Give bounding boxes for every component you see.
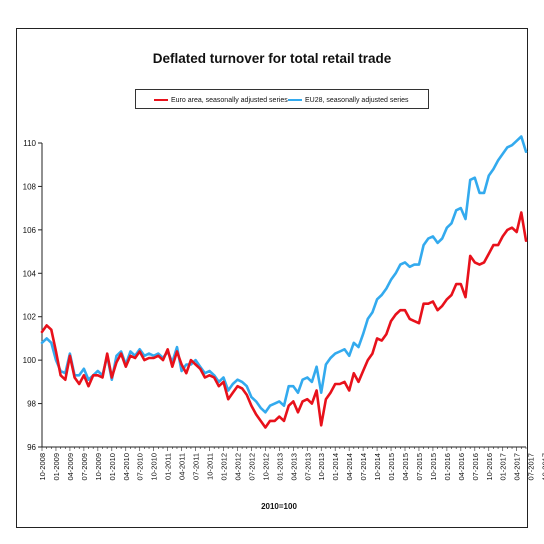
legend-item-eu28: EU28, seasonally adjusted series [288, 94, 409, 106]
x-tick-label: 04-2013 [289, 453, 298, 481]
x-tick-label: 04-2016 [457, 453, 466, 481]
legend-swatch-eu28 [288, 99, 302, 101]
x-tick-label: 10-2008 [38, 453, 47, 481]
x-tick-label: 01-2009 [52, 453, 61, 481]
x-tick-label: 01-2015 [387, 453, 396, 481]
x-tick-label: 04-2011 [178, 453, 187, 480]
x-tick-label: 01-2012 [220, 453, 229, 481]
y-tick-label-102: 102 [23, 313, 37, 322]
legend-label-euro-area: Euro area, seasonally adjusted series [171, 96, 288, 104]
x-tick-label: 10-2014 [373, 453, 382, 481]
x-tick-label: 01-2010 [108, 453, 117, 481]
x-tick-label: 07-2013 [303, 453, 312, 481]
x-tick-label: 10-2016 [485, 453, 494, 481]
y-tick-label-106: 106 [23, 226, 37, 235]
x-tick-label: 04-2009 [66, 453, 75, 481]
x-tick-label: 07-2009 [80, 453, 89, 481]
x-tick-label: 04-2010 [122, 453, 131, 481]
x-tick-label: 04-2015 [401, 453, 410, 481]
x-tick-label: 07-2011 [192, 453, 201, 480]
x-tick-label: 01-2017 [499, 453, 508, 481]
x-tick-label: 07-2014 [359, 453, 368, 481]
x-tick-label: 07-2016 [471, 453, 480, 481]
x-tick-label: 10-2015 [429, 453, 438, 481]
legend-item-euro-area: Euro area, seasonally adjusted series [154, 94, 288, 106]
y-tick-label-98: 98 [27, 400, 36, 409]
x-tick-label: 10-2011 [206, 453, 215, 480]
x-tick-label: 01-2013 [275, 453, 284, 481]
chart-title: Deflated turnover for total retail trade [152, 51, 392, 66]
x-tick-label: 07-2012 [247, 453, 256, 481]
y-tick-label-100: 100 [23, 356, 37, 365]
series-line-euro-area [40, 211, 528, 429]
chart-frame: Deflated turnover for total retail trade… [16, 28, 528, 528]
x-tick-label: 10-2010 [150, 453, 159, 481]
x-tick-label: 07-2015 [415, 453, 424, 481]
x-tick-label: 10-2017 [541, 453, 544, 481]
x-tick-label: 07-2017 [527, 453, 536, 481]
x-tick-label: 10-2009 [94, 453, 103, 481]
x-tick-label: 04-2014 [345, 453, 354, 481]
y-tick-label-104: 104 [23, 269, 37, 278]
legend: Euro area, seasonally adjusted series EU… [135, 89, 429, 109]
x-tick-label: 07-2010 [136, 453, 145, 481]
legend-swatch-euro-area [154, 99, 168, 101]
x-tick-label: 04-2017 [513, 453, 522, 481]
x-tick-label: 01-2016 [443, 453, 452, 481]
x-tick-label: 10-2013 [317, 453, 326, 481]
y-tick-label-108: 108 [23, 182, 37, 191]
x-tick-label: 10-2012 [261, 453, 270, 481]
x-tick-label: 01-2014 [331, 453, 340, 481]
x-tick-label: 04-2012 [233, 453, 242, 481]
x-axis-label: 2010=100 [261, 502, 297, 511]
x-tick-label: 01-2011 [164, 453, 173, 480]
y-tick-label-110: 110 [23, 139, 36, 148]
y-tick-label-96: 96 [27, 443, 36, 452]
legend-label-eu28: EU28, seasonally adjusted series [305, 96, 409, 104]
